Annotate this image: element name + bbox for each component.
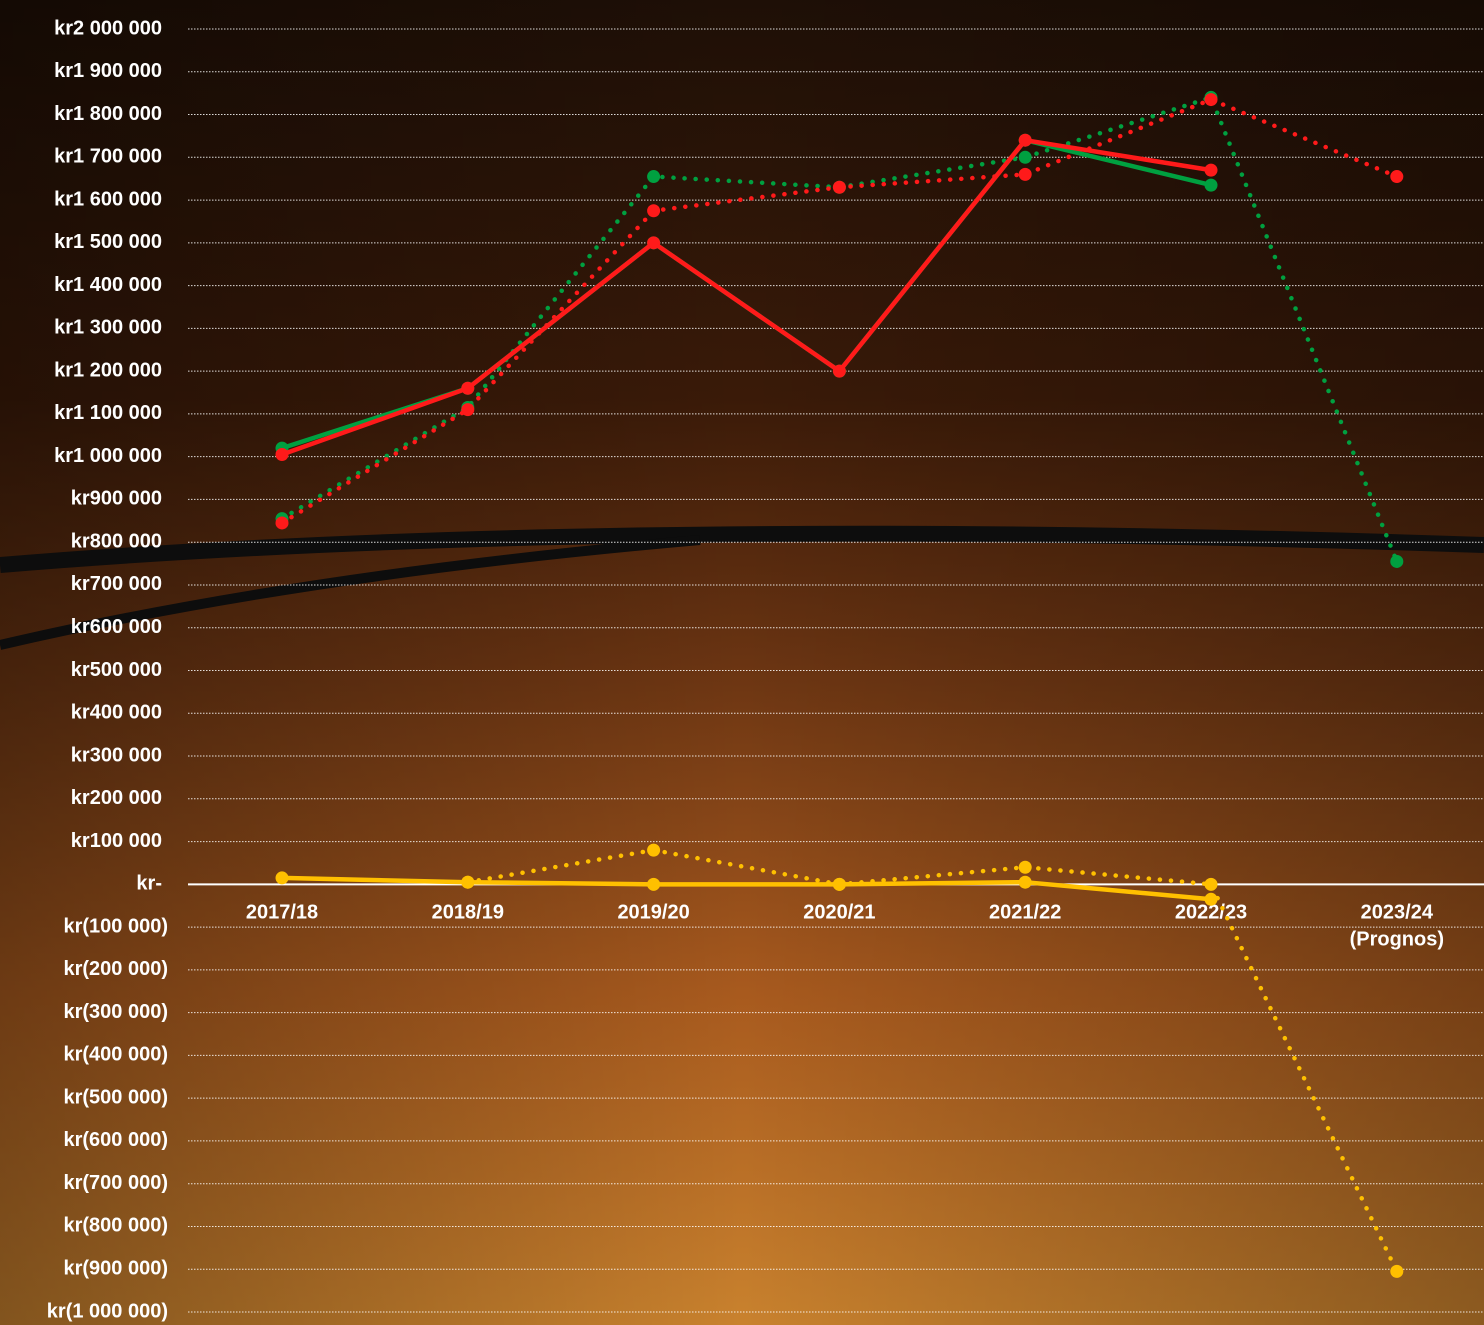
y-tick-label: kr(700 000) [63, 1172, 168, 1194]
point [461, 403, 475, 417]
point [275, 871, 289, 885]
y-tick-label: kr(600 000) [63, 1129, 168, 1151]
x-tick-label: 2020/21 [803, 902, 875, 924]
y-tick-label: kr800 000 [71, 530, 162, 552]
point [1390, 1264, 1404, 1278]
y-tick-label: kr500 000 [71, 659, 162, 681]
y-tick-label: kr(800 000) [63, 1215, 168, 1237]
point [1018, 860, 1032, 874]
x-tick-label: 2019/20 [617, 902, 689, 924]
point [1204, 163, 1218, 177]
x-tick-label: 2018/19 [432, 902, 504, 924]
point [275, 516, 289, 530]
y-tick-label: kr1 900 000 [54, 60, 162, 82]
y-tick-label: kr(300 000) [63, 1001, 168, 1023]
point [1018, 167, 1032, 181]
y-tick-label: kr100 000 [71, 830, 162, 852]
y-tick-label: kr1 200 000 [54, 359, 162, 381]
y-tick-label: kr(400 000) [63, 1044, 168, 1066]
point [647, 204, 661, 218]
y-tick-label: kr300 000 [71, 744, 162, 766]
y-tick-label: kr1 400 000 [54, 274, 162, 296]
point [647, 170, 661, 184]
y-tick-label: kr900 000 [71, 488, 162, 510]
point [1390, 554, 1404, 568]
y-tick-label: kr1 000 000 [54, 445, 162, 467]
point [1018, 875, 1032, 889]
y-tick-label: kr1 300 000 [54, 317, 162, 339]
x-tick-label: 2017/18 [246, 902, 318, 924]
court-line [0, 535, 701, 650]
point [461, 381, 475, 395]
point [1018, 133, 1032, 147]
y-tick-label: kr1 800 000 [54, 103, 162, 125]
point [1204, 178, 1218, 192]
point [1018, 150, 1032, 164]
point [1390, 170, 1404, 184]
line [279, 137, 1214, 457]
court-line [0, 525, 1484, 573]
y-tick-label: kr1 100 000 [54, 402, 162, 424]
y-tick-label: kr(900 000) [63, 1258, 168, 1280]
dotted-line [465, 847, 1400, 1274]
point [832, 180, 846, 194]
point [647, 843, 661, 857]
y-tick-label: kr1 500 000 [54, 231, 162, 253]
point [1204, 892, 1218, 906]
y-tick-label: kr1 700 000 [54, 146, 162, 168]
y-tick-label: kr(200 000) [63, 958, 168, 980]
y-tick-label: kr700 000 [71, 573, 162, 595]
y-tick-label: kr200 000 [71, 787, 162, 809]
point [832, 364, 846, 378]
point [275, 448, 289, 462]
x-tick-label: 2023/24 (Prognos) [1350, 902, 1444, 951]
y-tick-label: kr(500 000) [63, 1086, 168, 1108]
point [1204, 877, 1218, 891]
point [647, 877, 661, 891]
y-tick-label: kr2 000 000 [54, 17, 162, 39]
y-tick-label: kr1 600 000 [54, 188, 162, 210]
line [279, 875, 1214, 902]
point [1204, 93, 1218, 107]
point [461, 875, 475, 889]
y-tick-label: kr- [136, 873, 162, 895]
x-tick-label: 2021/22 [989, 902, 1061, 924]
y-tick-label: kr600 000 [71, 616, 162, 638]
point [832, 877, 846, 891]
y-tick-label: kr(100 000) [63, 915, 168, 937]
y-tick-label: kr(1 000 000) [47, 1300, 168, 1322]
y-tick-label: kr400 000 [71, 702, 162, 724]
point [647, 236, 661, 250]
